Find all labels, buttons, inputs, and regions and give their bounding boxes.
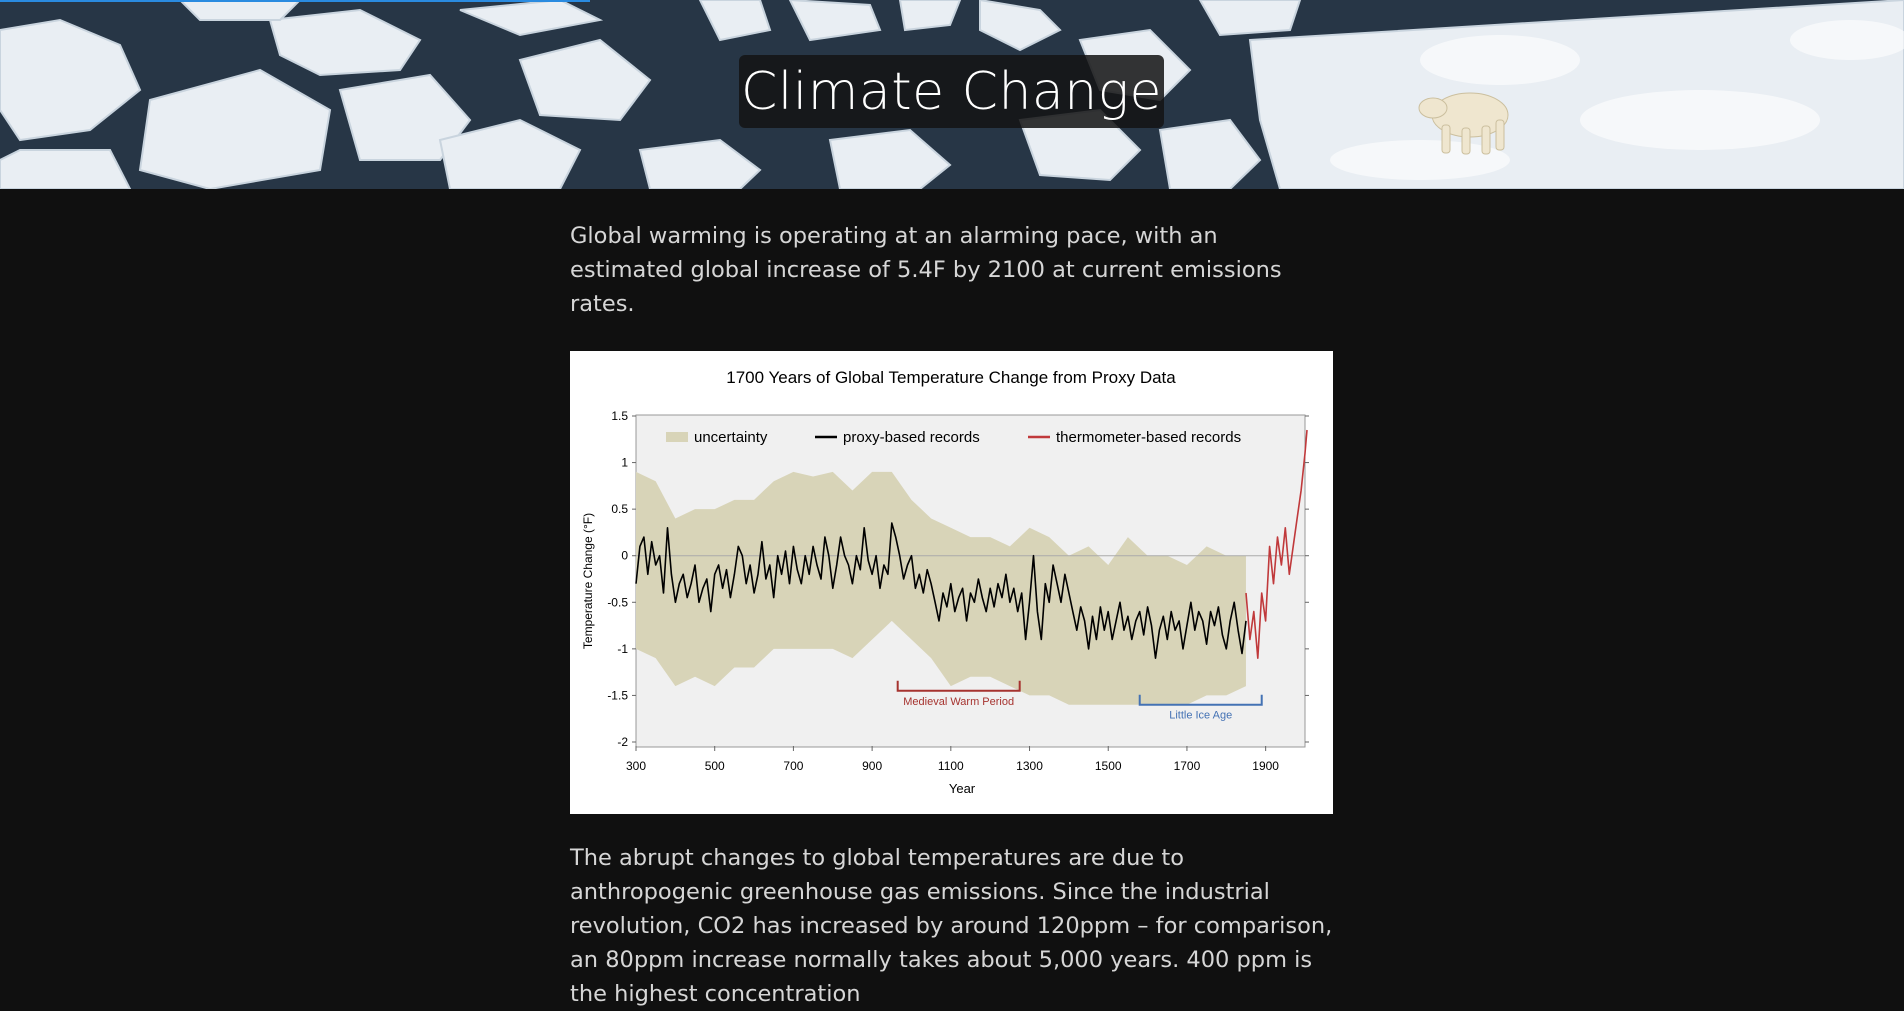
y-tick-label: -2 xyxy=(617,735,628,749)
reading-progress-bar xyxy=(0,0,591,2)
y-tick-label: 0 xyxy=(621,549,628,563)
legend-label: thermometer-based records xyxy=(1056,429,1241,446)
intro-paragraph: Global warming is operating at an alarmi… xyxy=(570,223,1282,317)
y-tick-label: 0.5 xyxy=(611,502,628,516)
x-tick-label: 1900 xyxy=(1252,759,1279,773)
chart-title: 1700 Years of Global Temperature Change … xyxy=(726,368,1176,387)
x-tick-label: 1500 xyxy=(1095,759,1122,773)
page-title: Climate Change xyxy=(741,61,1162,122)
little-ice-age-bracket xyxy=(1138,694,1263,706)
x-tick-label: 900 xyxy=(862,759,882,773)
thermometer-records-line xyxy=(1245,429,1308,659)
hero-title-box: Climate Change xyxy=(739,55,1164,128)
y-tick-label: -0.5 xyxy=(607,595,628,609)
x-tick-label: 300 xyxy=(626,759,646,773)
y-tick-label: -1 xyxy=(617,642,628,656)
proxy-records-line xyxy=(635,522,1247,659)
legend-swatch-uncertainty xyxy=(666,432,688,442)
hero-banner: Climate Change xyxy=(0,0,1904,189)
polar-bear-icon xyxy=(1418,92,1509,155)
medieval-warm-period-label: Medieval Warm Period xyxy=(903,696,1014,708)
x-axis-label: Year xyxy=(949,781,976,796)
temperature-chart: 1700 Years of Global Temperature Change … xyxy=(581,368,1309,796)
x-tick-label: 1700 xyxy=(1174,759,1201,773)
legend-label: uncertainty xyxy=(694,429,768,446)
y-tick-label: -1.5 xyxy=(607,688,628,702)
uncertainty-band xyxy=(636,471,1246,705)
body-paragraph: The abrupt changes to global temperature… xyxy=(570,845,1333,1007)
y-axis-label: Temperature Change (°F) xyxy=(581,513,595,649)
x-tick-label: 500 xyxy=(705,759,725,773)
y-tick-label: 1.5 xyxy=(611,409,628,423)
medieval-warm-period-bracket xyxy=(896,680,1021,692)
little-ice-age-label: Little Ice Age xyxy=(1169,710,1232,722)
y-tick-label: 1 xyxy=(621,456,628,470)
x-tick-label: 700 xyxy=(783,759,803,773)
article-content: Global warming is operating at an alarmi… xyxy=(570,189,1334,1011)
x-tick-label: 1300 xyxy=(1016,759,1043,773)
hero-background-image xyxy=(0,0,1904,189)
legend-label: proxy-based records xyxy=(843,429,980,446)
temperature-chart-figure: 1700 Years of Global Temperature Change … xyxy=(570,351,1333,814)
x-tick-label: 1100 xyxy=(938,759,964,773)
